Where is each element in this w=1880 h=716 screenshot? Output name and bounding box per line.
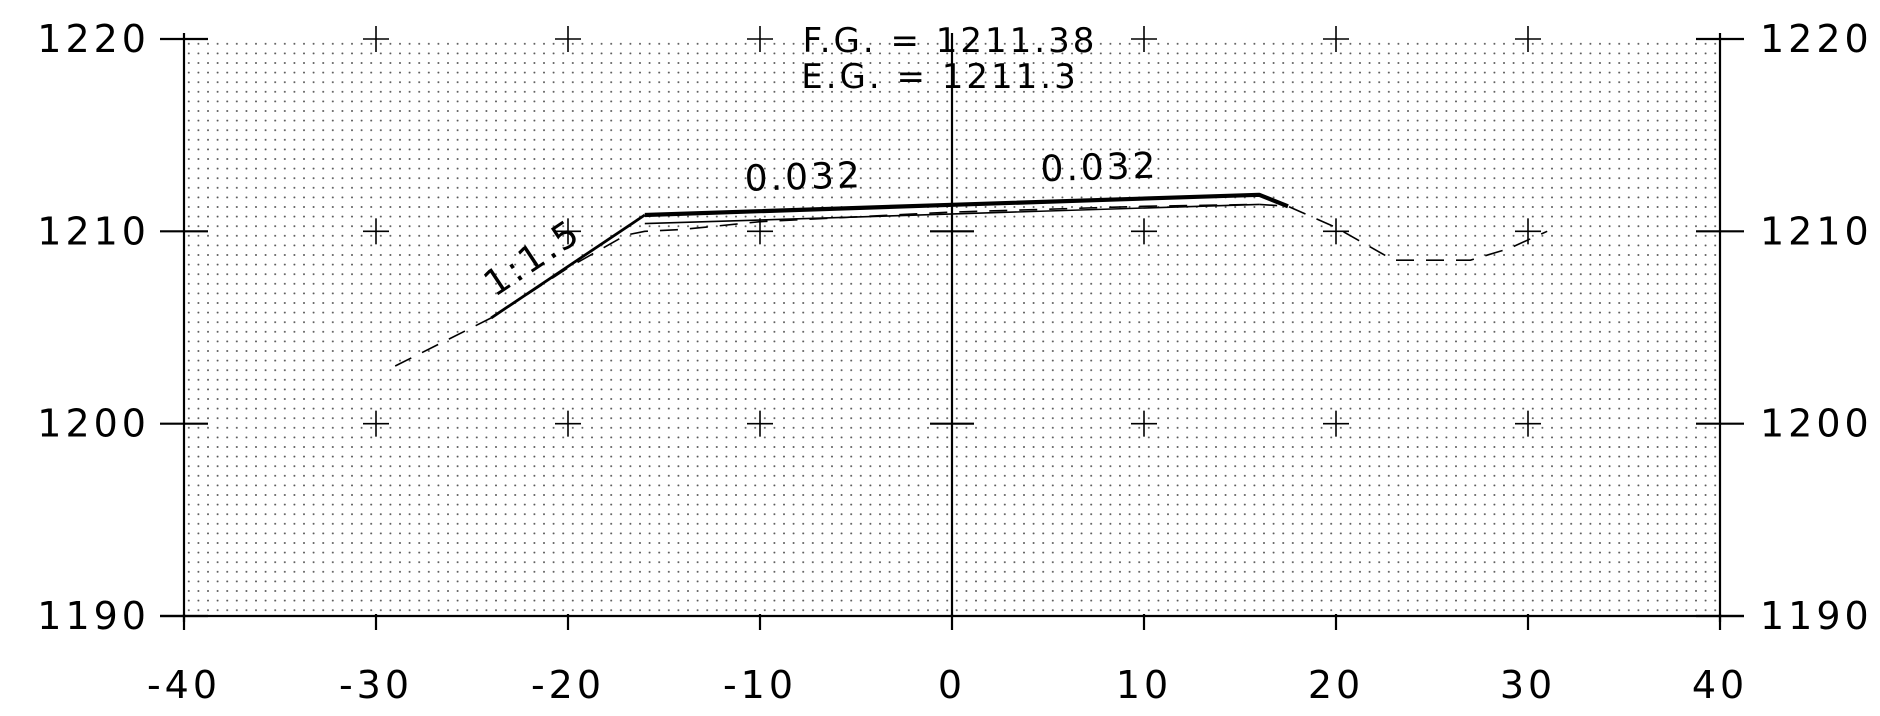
eg-label: E.G. = 1211.3 [801, 57, 1079, 97]
x-tick-label: 0 [938, 663, 966, 707]
right-y-tick-label: 1220 [1760, 17, 1873, 61]
finished-grade-line-1 [644, 203, 1260, 225]
right-y-tick-label: 1200 [1760, 402, 1873, 446]
right-y-tick-label: 1190 [1760, 594, 1873, 638]
slope-label: 0.032 [744, 155, 863, 200]
finished-grade-line-0 [644, 192, 1289, 218]
x-tick-label: -30 [339, 663, 413, 707]
axes [160, 33, 1744, 630]
x-tick-label: -20 [531, 663, 605, 707]
x-tick-label: 10 [1116, 663, 1172, 707]
x-tick-label: 40 [1692, 663, 1748, 707]
grid-cross-markers [363, 26, 1541, 437]
x-tick-label: 20 [1308, 663, 1364, 707]
x-tick-label: -40 [147, 663, 221, 707]
x-tick-label: -10 [723, 663, 797, 707]
right-y-tick-label: 1210 [1760, 209, 1873, 253]
x-tick-label: 30 [1500, 663, 1556, 707]
left-y-tick-label: 1200 [37, 402, 150, 446]
tick-labels: -40 -30 -20 -10 0 10 20 30 40 1190 1190 1200 1200 121… [37, 17, 1873, 707]
existing-ground-line [394, 203, 1548, 367]
slope-label: 0.032 [1040, 146, 1159, 191]
profile-lines [394, 192, 1548, 367]
left-y-tick-label: 1190 [37, 594, 150, 638]
fg-label: F.G. = 1211.38 [803, 21, 1098, 61]
finished-grade-line-2 [490, 213, 646, 320]
left-y-tick-label: 1210 [37, 209, 150, 253]
left-y-tick-label: 1220 [37, 17, 150, 61]
